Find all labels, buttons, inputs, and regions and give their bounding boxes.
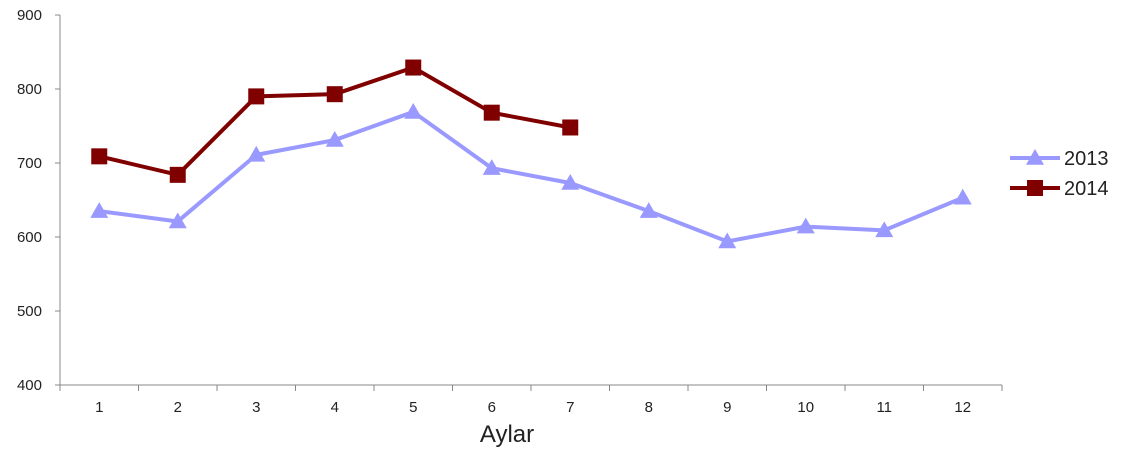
legend-marker	[1027, 180, 1043, 196]
data-point	[639, 202, 658, 218]
legend: 2013 2014	[1010, 148, 1109, 200]
data-point	[91, 148, 108, 165]
x-tick-label: 10	[797, 399, 814, 416]
x-tick-label: 1	[95, 399, 103, 416]
legend-item-2014: 2014	[1010, 178, 1109, 200]
data-point	[168, 212, 187, 229]
y-tick-label: 400	[17, 377, 42, 394]
y-axis-ticks: 400 500 600 700 800 900	[17, 7, 60, 394]
data-point	[90, 202, 109, 218]
data-point	[796, 217, 815, 234]
x-tick-label: 9	[723, 399, 731, 416]
x-tick-label: 5	[409, 399, 417, 416]
series-2013	[90, 102, 972, 249]
data-point	[326, 86, 343, 103]
x-tick-label: 12	[954, 399, 971, 416]
data-point	[953, 188, 972, 205]
y-tick-label: 900	[17, 7, 42, 24]
data-point	[405, 59, 422, 76]
series-line	[98, 109, 964, 244]
series-2014	[91, 59, 579, 183]
series-layer	[90, 59, 972, 249]
y-tick-label: 500	[17, 303, 42, 320]
x-axis-title: Aylar	[480, 421, 534, 448]
x-tick-label: 11	[876, 399, 892, 416]
data-point	[247, 145, 266, 162]
y-tick-label: 600	[17, 229, 42, 246]
legend-label: 2014	[1064, 178, 1109, 200]
data-point	[562, 119, 579, 136]
data-point	[404, 102, 423, 119]
x-tick-label: 4	[331, 399, 339, 416]
x-axis-ticks: 1 2 3 4 5 6 7 8 9 10 11 12	[59, 385, 1003, 416]
x-tick-label: 3	[252, 399, 260, 416]
x-tick-label: 6	[488, 399, 496, 416]
data-point	[482, 159, 501, 175]
x-tick-label: 7	[566, 399, 574, 416]
legend-marker	[1026, 149, 1044, 165]
data-point	[169, 166, 186, 183]
x-tick-label: 8	[645, 399, 653, 416]
y-tick-label: 700	[17, 155, 42, 172]
data-point	[483, 104, 500, 121]
y-tick-label: 800	[17, 81, 42, 98]
series-line	[98, 65, 571, 177]
legend-item-2013: 2013	[1010, 148, 1109, 170]
data-point	[561, 173, 580, 190]
data-point	[875, 221, 894, 238]
data-point	[325, 131, 344, 147]
data-point	[718, 232, 737, 249]
data-point	[248, 88, 265, 105]
legend-label: 2013	[1064, 148, 1109, 170]
x-tick-label: 2	[174, 399, 182, 416]
